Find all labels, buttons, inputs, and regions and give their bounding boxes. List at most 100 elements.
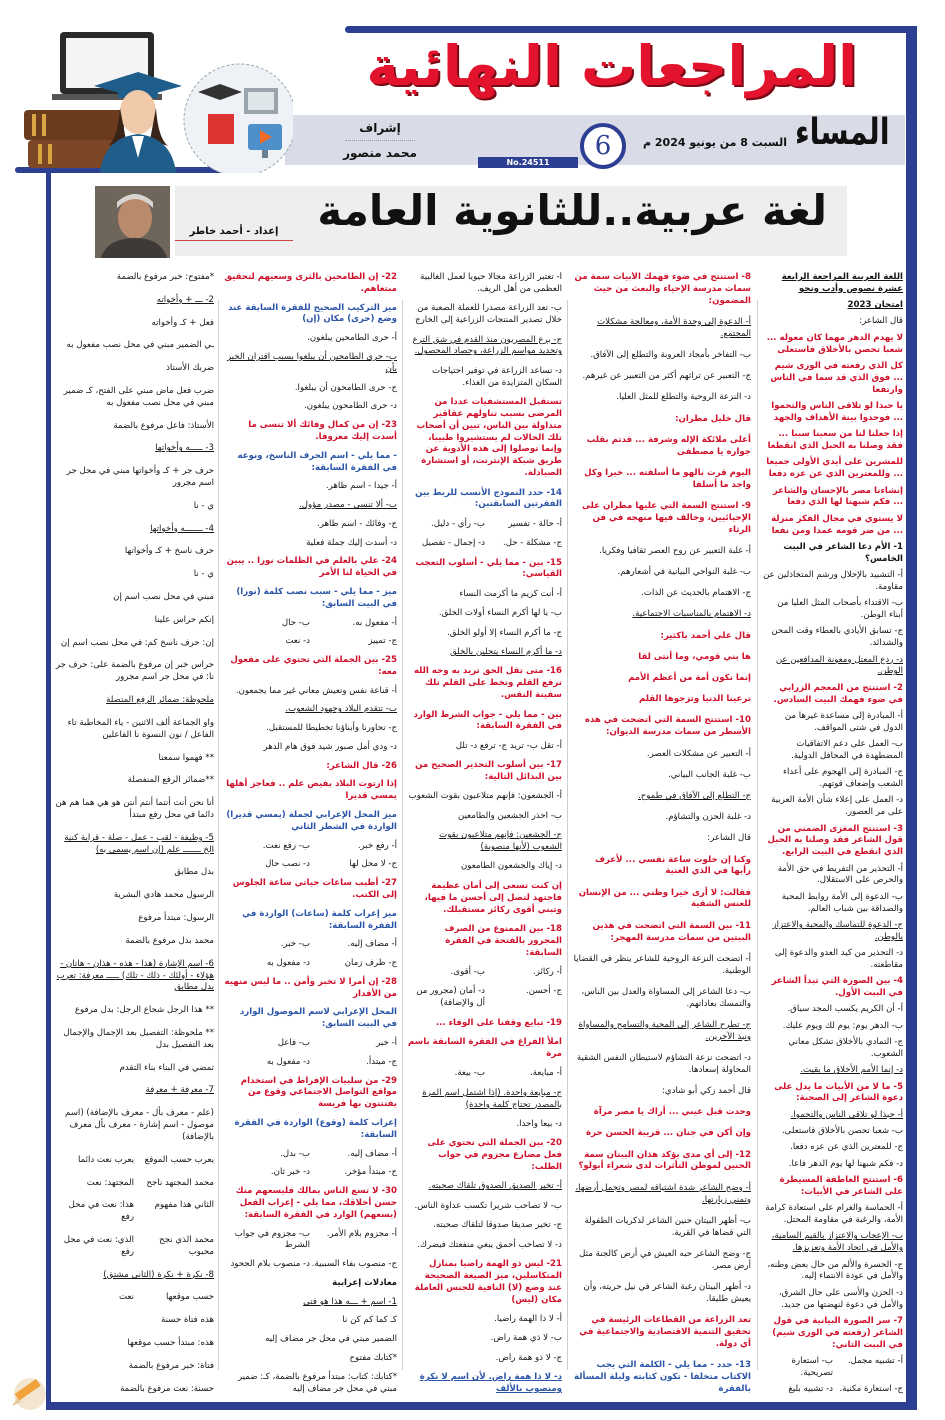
answer-option: ب- خبر.	[280, 939, 310, 950]
text-line: *مفتوح: خبر مرفوع بالضمة	[116, 272, 214, 282]
text-line: د- العمل على إعلاء شأن الأمة العربية على…	[771, 795, 903, 818]
article-column-3: أ- تعتبر الزراعة مجالا حيويا لعمل الغالب…	[408, 272, 562, 1396]
text-line: ج- مبايعة واحدة. (إذا اشتمل اسم المرة با…	[422, 1087, 562, 1110]
answer-option: أ- تشبيه مجمل.	[847, 1355, 903, 1366]
article-column-5: *مفتوح: خبر مرفوع بالضمة 2- ـــ + وأخواته…	[54, 272, 215, 1396]
question-text: 16- متى تقل الحق تريد به وجه الله ترفع ا…	[413, 666, 562, 701]
answer-options-row: حسب موقعها نعت	[54, 1292, 214, 1304]
text-line: ب- التفاخر بأمجاد العروبة والتطلع إلى ال…	[590, 349, 751, 360]
answer-options-row: أ- مفعول به. ب- حال	[223, 618, 397, 630]
text-line: 6- اسم الإشارة (هذا - هذه - هذان - هاتان…	[56, 958, 214, 993]
text-line: أ- غلبة التعبير عن روح العصر ثقافيا وفكر…	[599, 545, 751, 556]
answer-option: ج- استعارة مكنية.	[839, 1384, 903, 1395]
text-line: (علم - معرف بأل - معرف بالإضافة) (اسم مو…	[65, 1108, 214, 1142]
text-line: أنا نحن أنت أنتما أنتم أنتن هو هي هما هم…	[55, 798, 215, 821]
question-text: 8- استنتج في ضوء فهمك الأبيات سمة من سما…	[574, 272, 752, 306]
text-line: فعل + كـ وأخواته	[151, 317, 214, 328]
text-line: أ- وضح الشاعر شدة اشتياقه لمصر وتجمل أرض…	[575, 1182, 751, 1205]
text-line: أ- التشبيد بالإحلال ورشم المتخاذلين عن م…	[763, 570, 903, 592]
text-line: ج- تطرح الشاعر إلى المحبة والتسامح والمس…	[578, 1019, 751, 1042]
series-title: المراجعات النهائية	[366, 34, 858, 98]
text-line: ضربك الأستاذ	[166, 363, 214, 374]
text-line: هذه فتاة حسنة	[160, 1315, 214, 1326]
subheader-band	[175, 186, 847, 256]
text-line: د- أظهر البيتان رغبة الشاعر في نيل حريته…	[583, 1281, 751, 1304]
question-text: 30- لا تسع الناس بمالك فليسعهم منك حسن أ…	[235, 1186, 397, 1220]
question-text: يا حبذا لو تلاقى الناس والتحموا ... فوحد…	[771, 401, 903, 423]
text-line: واو الجماعة ألف الاثنين - ياء المخاطبة ت…	[67, 717, 214, 740]
question-text: إعراب كلمة (وقوع) الواردة في الفقرة السا…	[234, 1118, 397, 1140]
text-line: أ- أن الكريم يكسب المجد سياق.	[787, 1004, 903, 1015]
supervision-label: إشراف	[359, 121, 401, 135]
question-text: ميز المحل الإعرابي لجملة (يمسي قديرا) ال…	[226, 809, 397, 832]
answer-option: الذي: نعت في محل رفع	[63, 1235, 134, 1257]
answer-option: د- مفعول به	[266, 1056, 310, 1067]
answer-options-row: محمد المجتهد ناجح المجتهد: نعت	[54, 1178, 214, 1190]
frame-top-bar	[345, 26, 917, 33]
text-line: د- الحزن والأسى على حال الشرق، والأمل في…	[778, 1287, 903, 1310]
text-line: أ- تعتبر الزراعة مجالا حيويا لعمل الغالب…	[420, 272, 562, 294]
question-text: املأ الفراغ في الفقرة السابقة باسم مرة	[408, 1037, 562, 1059]
answer-option: ج- ظرف زمان	[344, 958, 397, 969]
question-text: 12- إلى أي مدى يؤكد هذان البيتان سمة الح…	[578, 1149, 751, 1172]
text-line: أ- الدعوة إلى وحدة الأمة، ومعالجة مشكلات…	[597, 316, 751, 339]
question-text: 11- بين السمة التي اتضحت في هذين البيتين…	[592, 920, 751, 943]
question-text: إذا جعلنا لنا من سعينا سببا ... فقد وصلن…	[767, 429, 903, 452]
text-line: قال الشاعر:	[707, 833, 751, 844]
question-text: تعد الزراعة من القطاعات الرئيسة في تحقيق…	[579, 1314, 751, 1349]
text-line: ـي الضمير مبني في محل نصب مفعول به	[66, 340, 214, 351]
text-line: ب- غلبة النواحي البيانية في أشعارهم.	[617, 567, 751, 578]
question-text: 20- بين الجملة التي تحتوي على فعل مضارع …	[427, 1138, 562, 1173]
answer-option: أ- مفعول به.	[352, 617, 397, 628]
text-line: 2- ـــ + وأخواته	[156, 294, 214, 305]
answer-options-row: أ- خبر ب- فاعل	[223, 1038, 397, 1050]
answer-options-row: يعرب حسب الموقع يعرب نعت دائما	[54, 1155, 214, 1167]
text-line: ج- الدعوة للتماسك والمحبة والاعتزاز بالو…	[772, 919, 903, 942]
question-text: 2- استنتج من المعجم الزرابي في ضوء فهمك …	[773, 682, 903, 705]
text-line: امتحان 2023	[847, 300, 903, 311]
answer-option: ب- بدل.	[280, 1148, 310, 1159]
question-text: 4- بين الصورة التي تبدأ الشاعر في البيت …	[771, 976, 903, 999]
text-line: ج- الجشعين: فإنهم متلاعبون بقوت الشعوب (…	[439, 830, 562, 853]
text-line: ج- التطلع إلى الآفاق في طموح.	[637, 790, 751, 801]
issue-number: No.24511	[478, 157, 578, 168]
issue-date: السبت 8 من يونيو 2024 م	[643, 136, 787, 149]
question-text: 17- بين أسلوب التحذير الصحيح من بين البد…	[415, 760, 562, 782]
answer-option: ب- حال	[281, 617, 310, 628]
answer-option: أ- مضاف إليه.	[347, 939, 397, 950]
question-text: 26- قال الشاعر:	[326, 760, 397, 771]
question-text: 7- سر الصورة البيانية في قول الشاعر (رفع…	[772, 1315, 903, 1350]
answer-option: د- مفعول به	[266, 958, 310, 969]
text-line: ب- أظهر البيتان حنين الشاعر لذكريات الطف…	[584, 1215, 751, 1238]
answer-options-row: ج- منصوب بفاء السببية. د- منصوب بلام الجح…	[223, 1259, 397, 1271]
answer-option: محمد المجتهد ناجح	[146, 1177, 214, 1188]
text-line: أ- حرى الطامحين يبلغون.	[307, 333, 397, 344]
article-column-1: اللغة العربية المراجعة الرابعة عشرة نصوص…	[763, 272, 903, 1396]
question-text: 23- إن من كمال وفائك ألا تنسى ما أسدت إل…	[248, 420, 397, 442]
text-line: *كتابك: كتاب: مبتدأ مرفوع بالضمة، كـ: ضم…	[237, 1371, 397, 1394]
question-text: إنشاءنا مصر بالإحسان والشاعر ... فكم شبه…	[772, 485, 903, 508]
answer-options-row: ج- استعارة مكنية. د- تشبيه بليغ	[763, 1384, 903, 1396]
frame-right-bar	[906, 26, 917, 1410]
column-divider	[218, 300, 219, 1370]
question-text: ميز التركيب الصحيح للفقرة السابقة عند وض…	[228, 302, 397, 325]
text-line: بدل مطابق	[174, 867, 214, 878]
frame-left-bar	[46, 167, 51, 1410]
text-line: ب- غلبة الجانب البياني.	[667, 769, 751, 780]
text-line: ب- لا تصاحب شريرا تكسب عداوة الناس.	[414, 1200, 562, 1211]
answer-option: د- أمان (مجرور من أل والإضافة)	[416, 986, 485, 1009]
text-line: أ- الحماسة والغرام على استعادة كرامة الأ…	[765, 1203, 903, 1226]
text-line: أ- جيدا - اسم ظاهر.	[325, 481, 397, 492]
question-text: وكنا إن خلوت ساعة نفسي ... لأعرف رأيها ف…	[594, 854, 751, 877]
text-line: 7- معرفة + معرفة	[145, 1085, 214, 1096]
answer-option: د- منصوب بلام الجحود	[230, 1259, 310, 1270]
question-text: ترعينا الدنيا وتزجوها القلم	[638, 694, 751, 705]
text-line: د- ما أكرم النساء يتحلين بالخلق	[450, 647, 562, 657]
question-text: 3- استنتج المغزى الضمني من قول الشاعر فق…	[767, 823, 903, 858]
answer-options-row: أ- تشبيه مجمل. ب- استعارة تصريحية.	[763, 1356, 903, 1380]
answer-option: ب- مجزوم في جواب الشرط	[234, 1228, 310, 1251]
answer-option: ج- لا محل لها	[349, 859, 397, 870]
question-text: ميز - مما يلي - سبب نصب كلمة (نورا) في ا…	[236, 586, 397, 609]
question-text: وإن أكن في جنان ... قريبة الحسن حرة	[586, 1128, 751, 1139]
column-divider	[402, 300, 403, 1370]
